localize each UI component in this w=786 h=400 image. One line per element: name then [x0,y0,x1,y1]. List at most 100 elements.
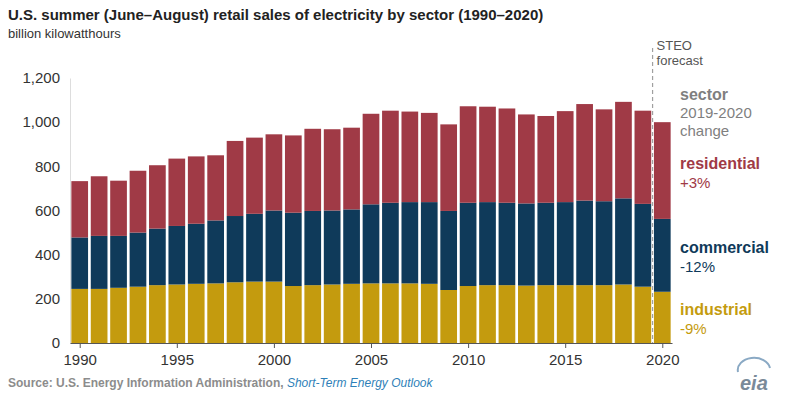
bar [479,285,496,343]
bar [227,141,244,216]
logo: eia [738,358,770,394]
bar [460,106,477,203]
tick-label: 0 [52,334,60,351]
legend-entry: residential [680,155,760,172]
tick-label: 2005 [355,351,388,368]
title: U.S. summer (June–August) retail sales o… [8,6,543,23]
x-tick: 2010 [452,343,485,368]
x-tick: 2020 [646,343,679,368]
forecast-label: STEO [657,38,692,53]
bar [499,203,516,285]
y-tick: 1,200 [22,69,70,86]
x-tick: 2000 [258,343,291,368]
bar [401,283,418,343]
bar [596,109,613,201]
axis-line [70,79,71,344]
y-tick: 200 [35,290,70,307]
bar [285,286,302,343]
tick-mark [177,343,178,348]
bar [168,226,185,285]
source: Source: U.S. Energy Information Administ… [8,376,434,390]
logo-arc [738,358,770,372]
bar [654,122,671,219]
x-tick: 1990 [64,343,97,368]
bar [188,224,205,284]
bar [246,138,263,214]
legend-title: 2019-2020 [680,104,752,121]
bar [188,284,205,343]
tick-mark [371,343,372,348]
bar [382,283,399,343]
x-tick: 2015 [549,343,582,368]
chart: U.S. summer (June–August) retail sales o… [0,0,786,400]
x-axis: 1990 1995 2000 2005 2010 2015 2020 [64,343,680,368]
bar [557,285,574,343]
legend-title: change [680,122,729,139]
bar [266,134,283,210]
bar [421,284,438,343]
bar [518,203,535,285]
bar [479,202,496,285]
bar [440,290,457,343]
bar [615,284,632,343]
tick-label: 1,200 [22,69,60,86]
bar [130,233,147,287]
x-tick: 1995 [161,343,194,368]
series-residential [71,102,670,238]
legend-change: -9% [680,320,707,337]
bar [576,285,593,343]
bar [382,111,399,203]
bar [654,219,671,292]
bar [421,202,438,284]
bar [343,284,360,343]
y-tick: 600 [35,202,70,219]
bars [71,102,670,343]
legend-entry: industrial [680,301,752,318]
legend-change: +3% [680,174,710,191]
source-text: Source: U.S. Energy Information Administ… [8,376,287,390]
legend-title: sector [680,86,728,103]
tick-mark [468,343,469,348]
bar [615,198,632,284]
bar [304,285,321,343]
bar [440,211,457,290]
bar [576,104,593,201]
bar [615,102,632,199]
bar [304,129,321,211]
bar [460,203,477,286]
bar [149,285,166,343]
tick-label: 2000 [258,351,291,368]
bar [207,220,224,283]
bar [401,112,418,203]
tick-mark [80,343,81,348]
bar [324,284,341,343]
bar [168,284,185,343]
bar [324,129,341,210]
bar [635,287,652,343]
subtitle: billion kilowatthours [8,26,121,41]
bar [499,285,516,343]
bar [596,285,613,343]
tick-label: 2010 [452,351,485,368]
bar [91,236,108,289]
bar [343,209,360,283]
bar [246,282,263,343]
y-tick: 400 [35,246,70,263]
bar [91,289,108,343]
bar [518,114,535,203]
bar [110,181,127,236]
legend-entry: commercial [680,239,769,256]
forecast-label: forecast [657,53,704,68]
tick-label: 400 [35,246,60,263]
source-link: Short-Term Energy Outlook [287,376,434,390]
tick-label: 1995 [161,351,194,368]
bar [246,214,263,282]
bar [654,292,671,343]
bar [71,237,88,288]
bar [149,165,166,228]
bar [499,108,516,202]
bar [91,176,108,236]
tick-label: 1,000 [22,113,60,130]
bar [537,116,554,203]
bar [479,107,496,202]
